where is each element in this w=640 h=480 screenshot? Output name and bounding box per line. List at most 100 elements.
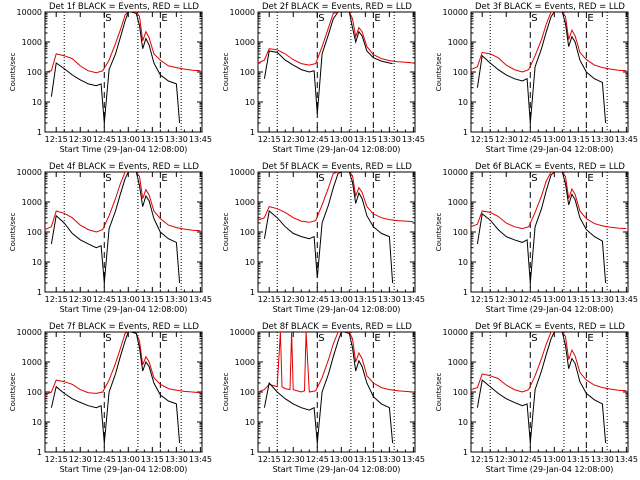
chart-title: Det 9f BLACK = Events, RED = LLD bbox=[475, 322, 625, 332]
series-line-lld bbox=[471, 332, 627, 393]
x-tick-label: 12:45 bbox=[306, 455, 329, 464]
chart-title: Det 8f BLACK = Events, RED = LLD bbox=[262, 322, 412, 332]
x-axis-label: Start Time (29-Jan-04 12:08:00) bbox=[60, 305, 188, 314]
y-tick-label: 1000 bbox=[448, 198, 468, 207]
marker-label-s: S bbox=[318, 173, 324, 184]
y-tick-label: 1000 bbox=[235, 358, 255, 367]
marker-label-e: E bbox=[587, 13, 593, 24]
x-tick-label: 12:30 bbox=[69, 295, 92, 304]
x-tick-label: 12:30 bbox=[69, 455, 92, 464]
y-axis-label: Counts/sec bbox=[222, 53, 230, 92]
x-tick-label: 12:30 bbox=[69, 135, 92, 144]
y-tick-label: 10000 bbox=[230, 168, 255, 177]
y-tick-label: 10 bbox=[32, 258, 42, 267]
x-tick-label: 13:45 bbox=[189, 455, 212, 464]
series-line-lld bbox=[45, 12, 201, 74]
y-tick-label: 10000 bbox=[443, 168, 468, 177]
x-tick-label: 13:30 bbox=[591, 295, 614, 304]
y-tick-label: 100 bbox=[240, 68, 255, 77]
y-tick-label: 1 bbox=[37, 448, 42, 457]
y-tick-label: 1 bbox=[463, 128, 468, 137]
chart-panel-7: Det 7f BLACK = Events, RED = LLD 1 10 100 10… bbox=[9, 322, 212, 474]
marker-label-e: E bbox=[161, 333, 167, 344]
x-tick-label: 12:15 bbox=[258, 455, 281, 464]
chart-title: Det 5f BLACK = Events, RED = LLD bbox=[262, 162, 412, 172]
x-axis-label: Start Time (29-Jan-04 12:08:00) bbox=[486, 305, 614, 314]
marker-label-s: S bbox=[531, 13, 537, 24]
x-tick-label: 13:45 bbox=[402, 455, 425, 464]
x-tick-label: 13:30 bbox=[378, 295, 401, 304]
x-tick-label: 12:30 bbox=[495, 135, 518, 144]
marker-label-s: S bbox=[318, 333, 324, 344]
y-tick-label: 100 bbox=[27, 68, 42, 77]
x-tick-label: 13:00 bbox=[117, 135, 140, 144]
x-tick-label: 13:45 bbox=[189, 295, 212, 304]
chart-title: Det 4f BLACK = Events, RED = LLD bbox=[49, 162, 199, 172]
x-tick-label: 12:30 bbox=[282, 455, 305, 464]
x-axis-label: Start Time (29-Jan-04 12:08:00) bbox=[60, 465, 188, 474]
x-axis-label: Start Time (29-Jan-04 12:08:00) bbox=[60, 145, 188, 154]
x-tick-label: 13:00 bbox=[117, 455, 140, 464]
x-tick-label: 13:00 bbox=[117, 295, 140, 304]
x-tick-label: 12:45 bbox=[93, 295, 116, 304]
y-tick-label: 1000 bbox=[22, 198, 42, 207]
x-tick-label: 12:15 bbox=[258, 295, 281, 304]
x-tick-label: 12:30 bbox=[495, 455, 518, 464]
x-tick-label: 13:15 bbox=[567, 135, 590, 144]
y-axis-label: Counts/sec bbox=[222, 213, 230, 252]
chart-panel-8: Det 8f BLACK = Events, RED = LLD 1 10 100 10… bbox=[222, 322, 425, 474]
x-tick-label: 13:45 bbox=[615, 295, 638, 304]
y-tick-label: 10000 bbox=[443, 8, 468, 17]
y-tick-label: 10000 bbox=[17, 168, 42, 177]
marker-label-s: S bbox=[105, 13, 111, 24]
y-axis-label: Counts/sec bbox=[9, 213, 17, 252]
marker-label-e: E bbox=[374, 333, 380, 344]
series-line-events bbox=[476, 172, 607, 284]
chart-title: Det 7f BLACK = Events, RED = LLD bbox=[49, 322, 199, 332]
y-axis-label: Counts/sec bbox=[435, 53, 443, 92]
y-tick-label: 1000 bbox=[448, 38, 468, 47]
chart-panel-9: Det 9f BLACK = Events, RED = LLD 1 10 100 10… bbox=[435, 322, 638, 474]
x-tick-label: 12:15 bbox=[45, 455, 68, 464]
x-axis-label: Start Time (29-Jan-04 12:08:00) bbox=[486, 465, 614, 474]
series-line-lld bbox=[45, 332, 201, 396]
chart-title: Det 6f BLACK = Events, RED = LLD bbox=[475, 162, 625, 172]
x-tick-label: 13:30 bbox=[378, 455, 401, 464]
chart-title: Det 1f BLACK = Events, RED = LLD bbox=[49, 2, 199, 12]
marker-label-s: S bbox=[105, 173, 111, 184]
chart-panel-2: Det 2f BLACK = Events, RED = LLD 1 10 100 10… bbox=[222, 2, 425, 154]
x-tick-label: 13:45 bbox=[402, 135, 425, 144]
y-tick-label: 1 bbox=[250, 448, 255, 457]
y-tick-label: 100 bbox=[453, 68, 468, 77]
series-line-lld bbox=[258, 172, 414, 223]
x-tick-label: 12:15 bbox=[471, 295, 494, 304]
marker-label-e: E bbox=[374, 13, 380, 24]
y-tick-label: 1 bbox=[37, 128, 42, 137]
y-tick-label: 1 bbox=[463, 288, 468, 297]
x-axis-label: Start Time (29-Jan-04 12:08:00) bbox=[273, 465, 401, 474]
y-tick-label: 10000 bbox=[17, 8, 42, 17]
x-tick-label: 12:45 bbox=[519, 455, 542, 464]
y-axis-label: Counts/sec bbox=[9, 373, 17, 412]
x-tick-label: 13:30 bbox=[165, 135, 188, 144]
x-tick-label: 13:15 bbox=[354, 295, 377, 304]
marker-label-e: E bbox=[374, 173, 380, 184]
y-tick-label: 10000 bbox=[17, 328, 42, 337]
y-tick-label: 1 bbox=[37, 288, 42, 297]
y-tick-label: 100 bbox=[27, 388, 42, 397]
x-tick-label: 13:45 bbox=[615, 135, 638, 144]
y-tick-label: 1000 bbox=[22, 38, 42, 47]
y-tick-label: 100 bbox=[27, 228, 42, 237]
y-tick-label: 10000 bbox=[230, 8, 255, 17]
marker-label-e: E bbox=[161, 13, 167, 24]
x-tick-label: 13:00 bbox=[543, 455, 566, 464]
series-line-lld bbox=[258, 12, 414, 66]
x-tick-label: 13:45 bbox=[402, 295, 425, 304]
x-tick-label: 13:00 bbox=[330, 295, 353, 304]
y-tick-label: 10 bbox=[458, 418, 468, 427]
chart-title: Det 2f BLACK = Events, RED = LLD bbox=[262, 2, 412, 12]
marker-label-e: E bbox=[587, 173, 593, 184]
x-tick-label: 13:00 bbox=[543, 135, 566, 144]
y-axis-label: Counts/sec bbox=[9, 53, 17, 92]
